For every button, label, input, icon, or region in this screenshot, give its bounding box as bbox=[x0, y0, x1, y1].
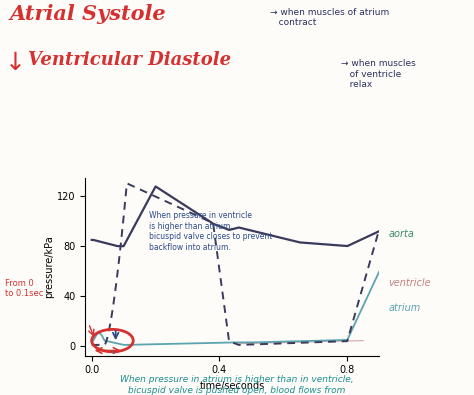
X-axis label: time/seconds: time/seconds bbox=[200, 381, 265, 391]
Y-axis label: pressure/kPa: pressure/kPa bbox=[45, 235, 55, 298]
Text: atrium: atrium bbox=[389, 303, 421, 313]
Text: ventricle: ventricle bbox=[389, 278, 431, 288]
Text: Ventricular Diastole: Ventricular Diastole bbox=[28, 51, 232, 70]
Text: From 0
to 0.1sec: From 0 to 0.1sec bbox=[5, 278, 43, 298]
Text: When pressure in atrium is higher than in ventricle,
bicuspid valve is pushed op: When pressure in atrium is higher than i… bbox=[120, 375, 354, 395]
Text: When pressure in ventricle
is higher than atrium,
bicuspid valve closes to preve: When pressure in ventricle is higher tha… bbox=[149, 211, 273, 252]
Text: → when muscles
   of ventricle
   relax: → when muscles of ventricle relax bbox=[341, 59, 416, 89]
Text: aorta: aorta bbox=[389, 229, 415, 239]
Text: Atrial Systole: Atrial Systole bbox=[9, 4, 166, 24]
Text: ↓: ↓ bbox=[5, 51, 26, 75]
Text: → when muscles of atrium
   contract: → when muscles of atrium contract bbox=[270, 8, 390, 27]
